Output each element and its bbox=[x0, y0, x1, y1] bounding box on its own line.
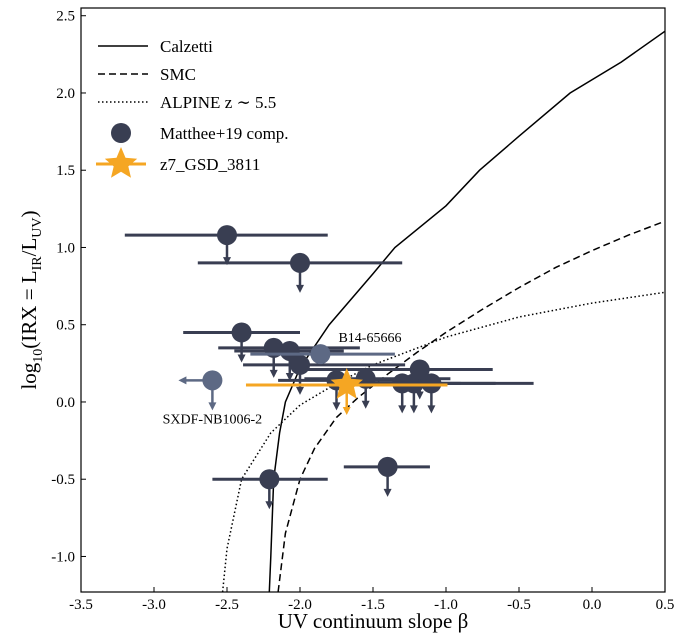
point-marker bbox=[279, 340, 300, 361]
y-label-part: /L bbox=[17, 238, 41, 257]
arrow-head bbox=[383, 488, 392, 497]
arrow-head bbox=[342, 406, 351, 415]
y-tick-label: 2.5 bbox=[56, 9, 75, 25]
legend-star bbox=[104, 147, 138, 178]
point-marker bbox=[217, 225, 237, 246]
y-label-part: (IRX = L bbox=[17, 270, 41, 348]
legend-label: z7_GSD_3811 bbox=[160, 155, 260, 174]
relation-line bbox=[268, 30, 665, 592]
point-marker bbox=[259, 469, 280, 490]
y-label-part: IR bbox=[30, 256, 45, 271]
y-tick-label: -0.5 bbox=[51, 472, 75, 488]
x-tick-label: 0.5 bbox=[656, 597, 675, 613]
arrow-head bbox=[237, 354, 246, 363]
point-marker bbox=[202, 370, 223, 391]
y-tick-label: -1.0 bbox=[51, 549, 75, 565]
point-marker bbox=[310, 344, 331, 365]
arrow-head bbox=[178, 376, 187, 385]
arrow-head bbox=[296, 284, 304, 293]
plot-area bbox=[124, 30, 665, 592]
arrow-head bbox=[427, 405, 436, 414]
arrow-head bbox=[296, 386, 304, 395]
point-marker bbox=[409, 359, 430, 380]
arrow-head bbox=[223, 257, 231, 266]
y-tick-label: 1.0 bbox=[56, 240, 75, 256]
x-tick-label: -0.5 bbox=[507, 597, 531, 613]
y-label-part: log bbox=[17, 362, 41, 389]
y-tick-label: 1.5 bbox=[56, 163, 75, 179]
x-tick-label: -2.5 bbox=[215, 597, 239, 613]
legend-marker bbox=[111, 123, 131, 143]
point-annotation: SXDF-NB1006-2 bbox=[163, 412, 263, 427]
x-tick-label: -2.0 bbox=[288, 597, 312, 613]
arrow-head bbox=[265, 501, 274, 510]
point-marker bbox=[290, 252, 310, 273]
y-label-part: UV bbox=[30, 217, 45, 237]
arrow-head bbox=[361, 400, 370, 409]
x-tick-label: -1.0 bbox=[434, 597, 458, 613]
legend-label: SMC bbox=[160, 65, 196, 84]
y-tick-label: 0.0 bbox=[56, 395, 75, 411]
y-axis-label: log10(IRX = LIR/LUV) bbox=[17, 210, 46, 389]
point-annotation: B14-65666 bbox=[338, 331, 401, 346]
x-tick-label: -1.5 bbox=[361, 597, 385, 613]
arrow-head bbox=[269, 369, 278, 378]
y-tick-label: 0.5 bbox=[56, 318, 75, 334]
arrow-head bbox=[332, 402, 341, 411]
x-tick-label: -3.0 bbox=[142, 597, 166, 613]
point-marker bbox=[377, 456, 398, 477]
point-marker bbox=[421, 373, 442, 394]
arrow-head bbox=[415, 391, 424, 400]
point-marker bbox=[231, 322, 252, 343]
x-axis-label: UV continuum slope β bbox=[278, 609, 469, 633]
y-label-part: ) bbox=[17, 210, 41, 217]
x-tick-label: 0.0 bbox=[583, 597, 602, 613]
arrow-head bbox=[285, 372, 294, 381]
star-marker bbox=[330, 368, 363, 399]
y-label-part: 10 bbox=[31, 349, 46, 363]
point-marker bbox=[290, 354, 310, 375]
relation-line bbox=[277, 220, 665, 592]
legend-label: Calzetti bbox=[160, 37, 213, 56]
legend-label: ALPINE z ∼ 5.5 bbox=[160, 93, 276, 112]
arrow-head bbox=[398, 405, 407, 414]
legend-label: Matthee+19 comp. bbox=[160, 124, 289, 143]
y-tick-label: 2.0 bbox=[56, 86, 75, 102]
x-tick-label: -3.5 bbox=[69, 597, 93, 613]
arrow-head bbox=[208, 402, 217, 411]
arrow-head bbox=[409, 405, 418, 414]
relation-line bbox=[221, 291, 665, 592]
